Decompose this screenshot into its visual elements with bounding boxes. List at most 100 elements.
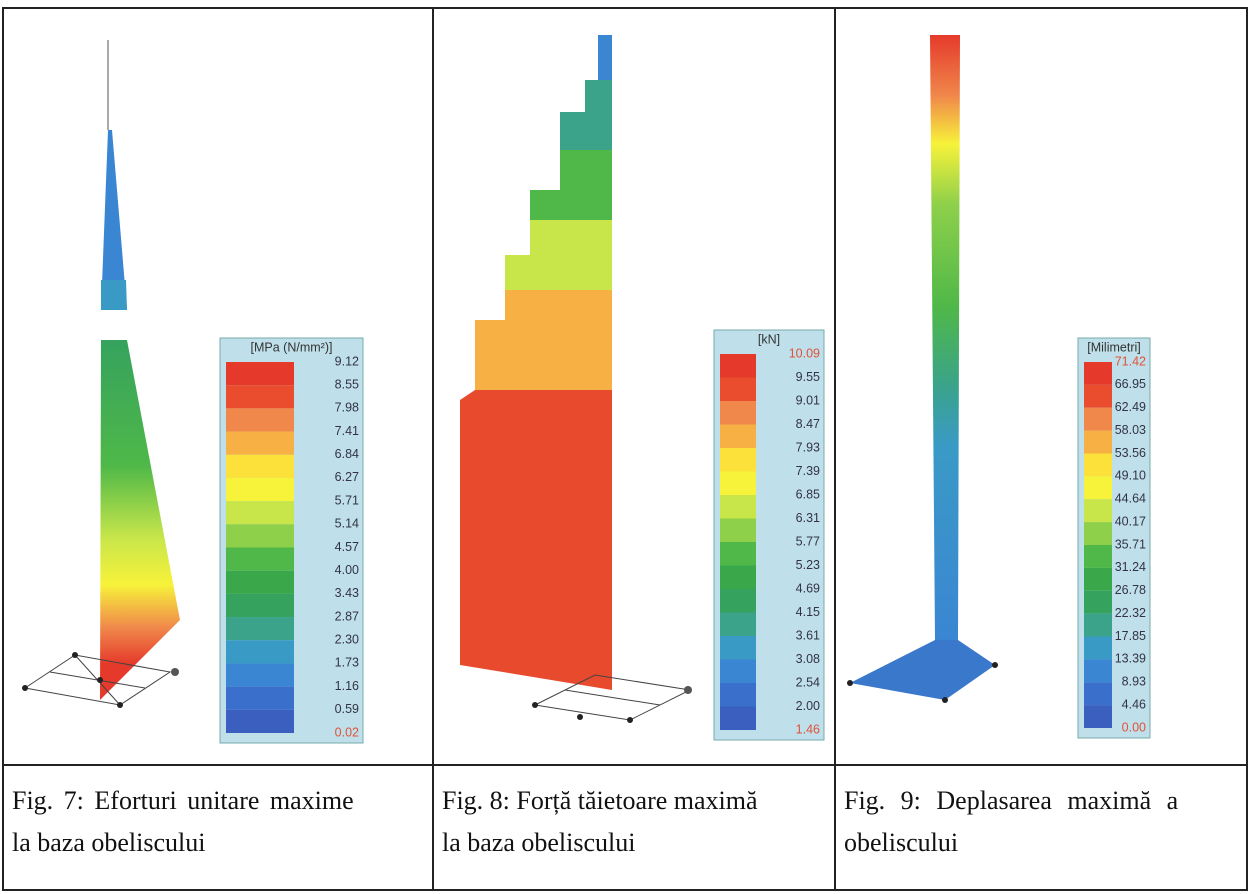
legend-value: 9.55 xyxy=(796,370,820,384)
legend-value: 9.12 xyxy=(335,354,359,368)
legend-value: 5.23 xyxy=(796,558,820,572)
legend-band xyxy=(1084,545,1112,568)
legend-band xyxy=(1084,614,1112,637)
legend-value: 2.54 xyxy=(796,675,820,689)
legend-band xyxy=(226,362,294,385)
legend-value: 40.17 xyxy=(1115,514,1146,528)
legend-value: 0.02 xyxy=(335,725,359,739)
legend-band xyxy=(1084,499,1112,522)
legend-value: 49.10 xyxy=(1115,469,1146,483)
legend-band xyxy=(720,495,756,519)
legend-band xyxy=(1084,362,1112,385)
legend-value: 0.59 xyxy=(335,702,359,716)
legend-value: 9.01 xyxy=(796,393,820,407)
legend-value: 5.77 xyxy=(796,534,820,548)
legend-band xyxy=(720,401,756,425)
legend-value: 4.57 xyxy=(335,540,359,554)
legend-value: 35.71 xyxy=(1115,537,1146,551)
legend-band xyxy=(720,472,756,496)
caption: Fig. 9: Deplasarea maximă a obeliscului xyxy=(836,770,1246,888)
legend-unit: [MPa (N/mm²)] xyxy=(251,340,333,354)
legend-value: 7.41 xyxy=(335,424,359,438)
legend-band xyxy=(226,408,294,431)
legend-band xyxy=(226,455,294,478)
caption-line: Fig. 8: Forță tăietoare maximă xyxy=(442,780,826,822)
legend-value: 58.03 xyxy=(1115,423,1146,437)
legend-value: 44.64 xyxy=(1115,492,1146,506)
legend-band xyxy=(226,594,294,617)
legend-band xyxy=(226,524,294,547)
legend-value: 8.93 xyxy=(1122,675,1146,689)
legend-value: 0.00 xyxy=(1122,720,1146,734)
legend-band xyxy=(1084,659,1112,682)
legend-value: 8.47 xyxy=(796,417,820,431)
caption-line: la baza obeliscului xyxy=(12,822,424,864)
legend-value: 1.46 xyxy=(796,722,820,736)
legend-unit: [kN] xyxy=(758,332,780,346)
legend-band xyxy=(226,617,294,640)
legend-value: 2.87 xyxy=(335,609,359,623)
legend-band xyxy=(226,663,294,686)
legend-band xyxy=(1084,591,1112,614)
fig8-model xyxy=(460,35,692,723)
legend-value: 6.84 xyxy=(335,447,359,461)
legend-value: 10.09 xyxy=(789,346,820,360)
legend-value: 4.00 xyxy=(335,563,359,577)
legend-band xyxy=(226,385,294,408)
fig9-model xyxy=(847,35,998,703)
caption: Fig. 8: Forță tăietoare maximă la baza o… xyxy=(434,770,834,888)
caption-line: la baza obeliscului xyxy=(442,822,826,864)
legend-value: 6.31 xyxy=(796,511,820,525)
legend-band xyxy=(226,548,294,571)
legend-band xyxy=(226,432,294,455)
legend-band xyxy=(226,501,294,524)
legend-value: 66.95 xyxy=(1115,377,1146,391)
legend-band xyxy=(720,566,756,590)
legend-band xyxy=(720,636,756,660)
legend-band xyxy=(1084,431,1112,454)
legend-band xyxy=(1084,568,1112,591)
legend-band xyxy=(720,425,756,449)
legend-unit: [Milimetri] xyxy=(1087,340,1140,354)
legend-band xyxy=(720,589,756,613)
legend-band xyxy=(720,378,756,402)
legend-value: 53.56 xyxy=(1115,446,1146,460)
legend-value: 8.55 xyxy=(335,377,359,391)
legend-value: 4.69 xyxy=(796,581,820,595)
legend-band xyxy=(1084,454,1112,477)
legend-value: 62.49 xyxy=(1115,400,1146,414)
legend-value: 3.43 xyxy=(335,586,359,600)
legend-value: 1.16 xyxy=(335,679,359,693)
legend-value: 31.24 xyxy=(1115,560,1146,574)
legend-value: 4.15 xyxy=(796,605,820,619)
legend-value: 7.93 xyxy=(796,440,820,454)
legend-value: 22.32 xyxy=(1115,606,1146,620)
legend-value: 5.14 xyxy=(335,517,359,531)
legend-band xyxy=(226,710,294,733)
legend-value: 6.85 xyxy=(796,487,820,501)
legend-band xyxy=(1084,522,1112,545)
legend-value: 3.61 xyxy=(796,628,820,642)
legend-band xyxy=(720,354,756,378)
legend-band xyxy=(720,683,756,707)
legend-band xyxy=(226,478,294,501)
legend-band xyxy=(226,687,294,710)
legend-value: 7.39 xyxy=(796,464,820,478)
legend-value: 5.71 xyxy=(335,493,359,507)
legend-band xyxy=(720,660,756,684)
legend-value: 2.00 xyxy=(796,699,820,713)
caption: Fig. 7: Eforturi unitare maxime la baza … xyxy=(4,770,432,888)
legend-value: 3.08 xyxy=(796,652,820,666)
legend-band xyxy=(720,519,756,543)
legend-band xyxy=(1084,408,1112,431)
legend-band xyxy=(226,571,294,594)
legend-value: 13.39 xyxy=(1115,652,1146,666)
legend-band xyxy=(226,640,294,663)
legend-band xyxy=(1084,682,1112,705)
table-grid xyxy=(3,8,1247,890)
legend-band xyxy=(720,707,756,731)
legend-value: 2.30 xyxy=(335,633,359,647)
legend-band xyxy=(1084,705,1112,728)
legend-band xyxy=(720,448,756,472)
fig7-model xyxy=(22,40,180,708)
